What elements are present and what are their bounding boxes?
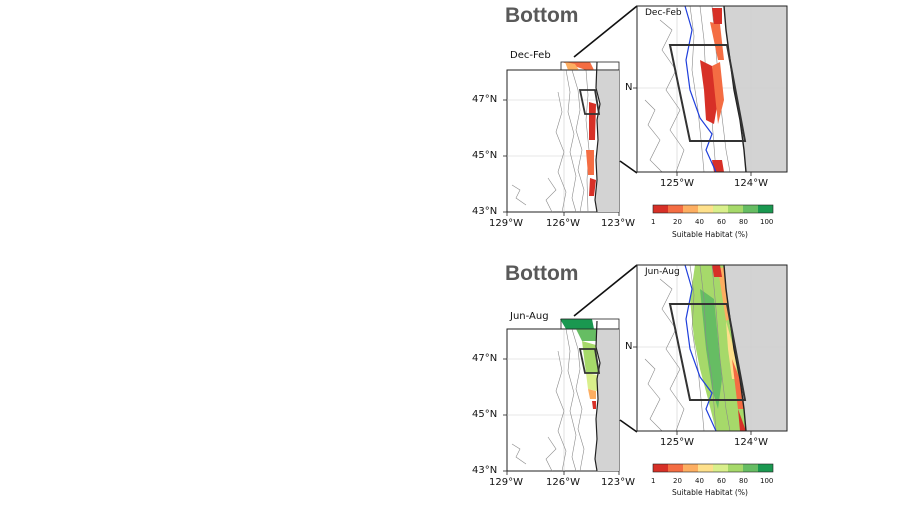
- zoom-line-bottom: [619, 419, 638, 433]
- lat-tick-47: 47°N: [472, 353, 498, 364]
- colorbar-tick: 1: [651, 218, 656, 226]
- lon-tick-129: 129°W: [489, 218, 523, 229]
- selection-box: [578, 348, 601, 374]
- colorbar-title: Suitable Habitat (%): [672, 230, 748, 239]
- inset-season-label: Dec-Feb: [645, 8, 682, 18]
- lon-tick-123: 123°W: [601, 218, 635, 229]
- lat-tick-43: 43°N: [472, 465, 498, 476]
- colorbar-tick: 60: [717, 218, 726, 226]
- lon-tick-123: 123°W: [601, 477, 635, 488]
- lon-tick-126: 126°W: [546, 218, 580, 229]
- zoom-line-top: [573, 264, 638, 317]
- colorbar-tick: 80: [739, 218, 748, 226]
- colorbar-tick: 100: [760, 477, 774, 485]
- inset-map-land: [724, 6, 787, 172]
- lat-tick-47: 47°N: [472, 94, 498, 105]
- inset-map-habitat: [700, 8, 724, 172]
- lat-tick-45: 45°N: [472, 150, 498, 161]
- lat-tick-45: 45°N: [472, 409, 498, 420]
- colorbar: [652, 204, 774, 214]
- main-map-top-strip: [560, 318, 620, 330]
- inset-blue-line: [684, 5, 717, 173]
- colorbar: [652, 463, 774, 473]
- colorbar-tick: 20: [673, 477, 682, 485]
- inset-season-label: Jun-Aug: [645, 267, 680, 277]
- lat-tick-43: 43°N: [472, 206, 498, 217]
- inset-map-contours: [644, 264, 731, 432]
- main-map-land: [595, 70, 619, 212]
- main-map-coastline: [594, 61, 601, 213]
- colorbar-tick: 20: [673, 218, 682, 226]
- inset-zoom-box: [668, 303, 747, 401]
- panel-heading: Bottom: [505, 4, 579, 27]
- main-map-coastline: [594, 320, 601, 472]
- colorbar-tick: 1: [651, 477, 656, 485]
- selection-box: [578, 89, 601, 115]
- colorbar-tick: 40: [695, 477, 704, 485]
- inset-coastline: [723, 5, 747, 173]
- main-map-contours: [511, 328, 585, 472]
- inset-map-land: [724, 265, 787, 431]
- colorbar-tick: 100: [760, 218, 774, 226]
- inset-lon-tick-125: 125°W: [660, 178, 694, 189]
- inset-tickmarks: [633, 346, 752, 435]
- panel-jun-aug: Bottom Jun-Aug Jun-Aug 47°N 45°N 43°N 12…: [0, 259, 900, 512]
- colorbar-tick: 40: [695, 218, 704, 226]
- inset-coastline: [723, 264, 747, 432]
- season-label: Dec-Feb: [510, 50, 551, 61]
- lon-tick-126: 126°W: [546, 477, 580, 488]
- inset-lat-tick: N: [625, 82, 633, 93]
- panel-dec-feb: Bottom Dec-Feb Dec-Feb 47°N 45°N 43°N 12…: [0, 0, 900, 253]
- main-map-habitat: [562, 62, 596, 196]
- inset-lon-tick-124: 124°W: [734, 437, 768, 448]
- main-map-tickmarks: [503, 358, 620, 475]
- inset-lon-tick-124: 124°W: [734, 178, 768, 189]
- inset-lat-tick: N: [625, 341, 633, 352]
- inset-map-frame: [636, 264, 788, 432]
- inset-blue-line: [684, 264, 717, 432]
- main-map-land: [595, 329, 619, 471]
- inset-zoom-box: [668, 44, 747, 142]
- map-graphics: [503, 264, 788, 475]
- zoom-line-top: [573, 5, 638, 58]
- panel-heading: Bottom: [505, 262, 579, 285]
- colorbar-tick: 80: [739, 477, 748, 485]
- inset-lon-tick-125: 125°W: [660, 437, 694, 448]
- main-map-top-strip: [560, 61, 620, 71]
- main-map-tickmarks: [503, 99, 620, 216]
- lon-tick-129: 129°W: [489, 477, 523, 488]
- zoom-line-bottom: [619, 160, 638, 174]
- season-label: Jun-Aug: [510, 311, 549, 322]
- colorbar-title: Suitable Habitat (%): [672, 488, 748, 497]
- inset-map-frame: [636, 5, 788, 173]
- map-graphics: [503, 5, 788, 216]
- colorbar-tick: 60: [717, 477, 726, 485]
- inset-tickmarks: [633, 87, 752, 176]
